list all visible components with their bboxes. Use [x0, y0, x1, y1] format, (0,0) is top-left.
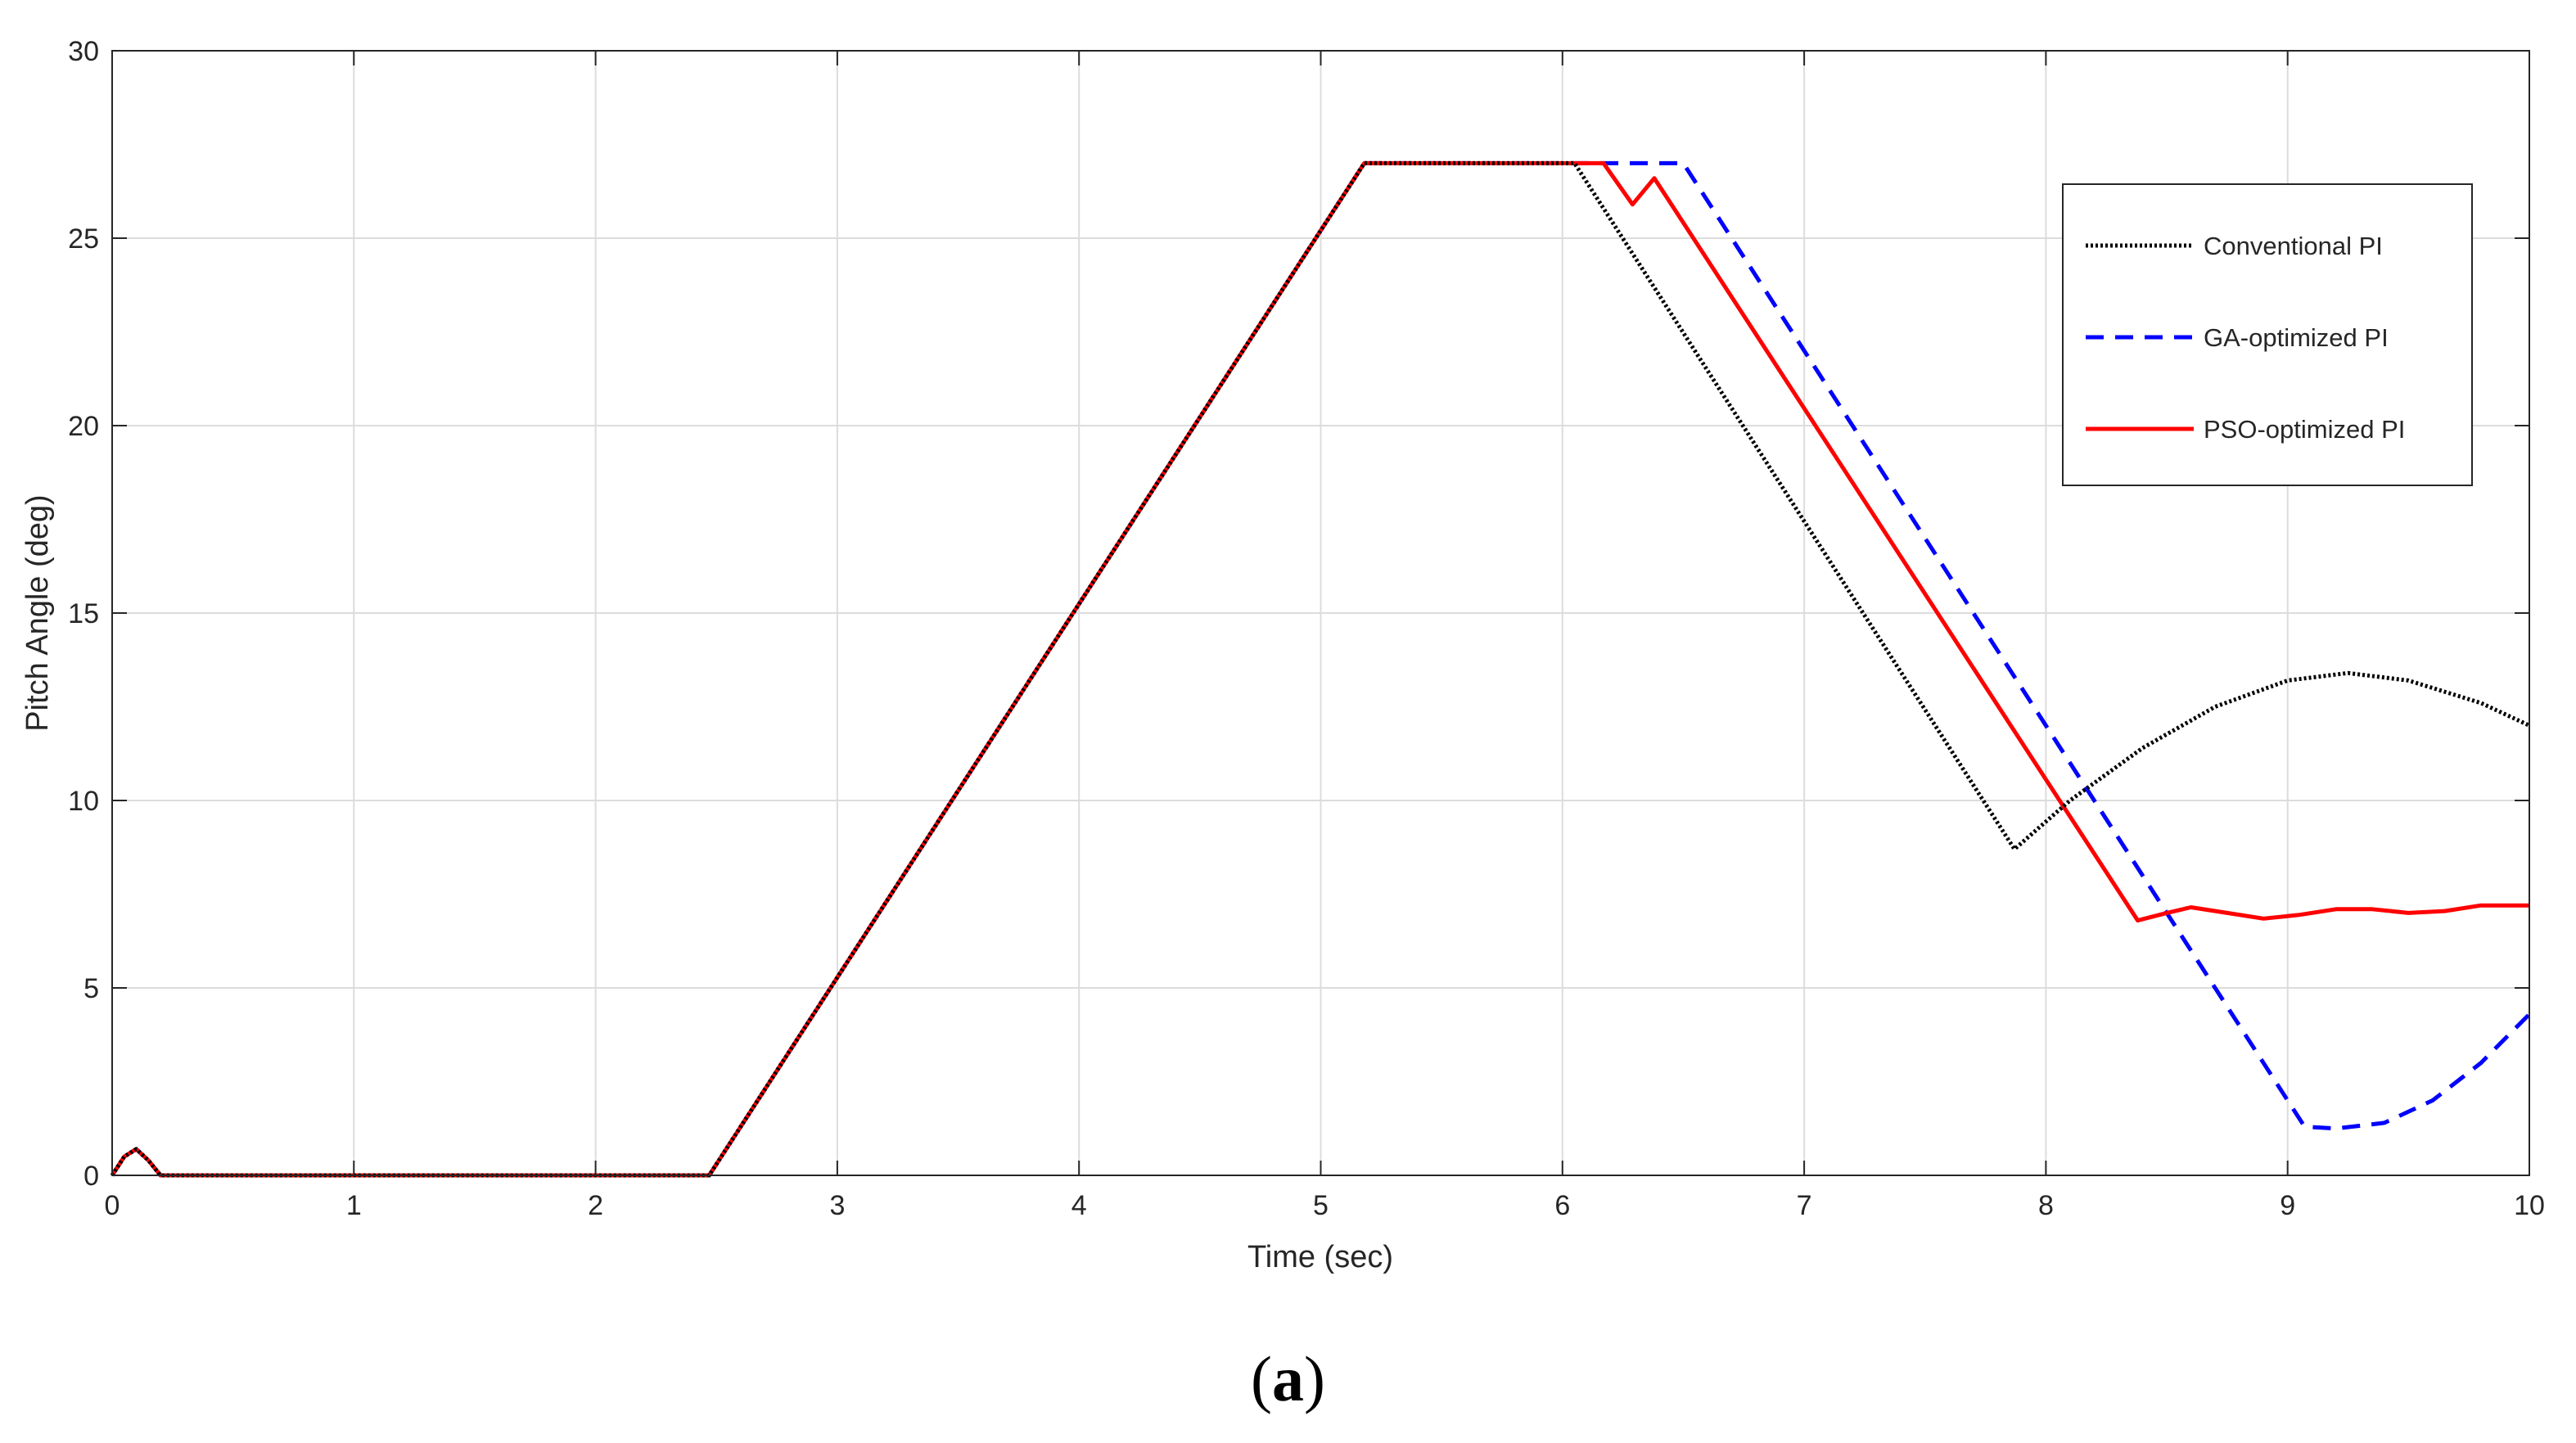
panel-label-close: ) [1304, 1343, 1325, 1414]
x-tick-label: 10 [2514, 1190, 2545, 1221]
x-tick-labels: 0 1 2 3 4 5 6 7 8 9 10 [105, 1190, 2545, 1221]
legend: Conventional PI GA-optimized PI PSO-opti… [2062, 183, 2473, 486]
series-line-pso [110, 160, 2529, 1178]
series-line-conventional [110, 160, 2531, 1178]
legend-box [2062, 183, 2473, 486]
x-tick-label: 2 [588, 1190, 603, 1221]
panel-label-letter: a [1272, 1343, 1304, 1414]
y-tick-label: 20 [68, 411, 99, 442]
x-tick-label: 3 [829, 1190, 845, 1221]
x-tick-label: 0 [105, 1190, 120, 1221]
y-tick-label: 15 [68, 598, 99, 629]
x-tick-label: 4 [1071, 1190, 1087, 1221]
y-tick-label: 5 [83, 973, 99, 1004]
y-tick-label: 30 [68, 36, 99, 67]
x-axis-label: Time (sec) [1247, 1240, 1393, 1274]
legend-label-conventional: Conventional PI [2204, 232, 2383, 260]
legend-label-ga: GA-optimized PI [2204, 323, 2389, 352]
x-tick-label: 5 [1313, 1190, 1329, 1221]
y-tick-label: 10 [68, 786, 99, 817]
y-tick-label: 25 [68, 223, 99, 255]
x-tick-label: 9 [2280, 1190, 2295, 1221]
x-tick-label: 6 [1554, 1190, 1570, 1221]
panel-label: (a) [0, 1342, 2576, 1416]
x-tick-label: 1 [346, 1190, 362, 1221]
y-tick-labels: 0 5 10 15 20 25 30 [68, 36, 99, 1192]
x-tick-label: 8 [2038, 1190, 2054, 1221]
y-tick-label: 0 [83, 1161, 99, 1192]
panel-label-open: ( [1251, 1343, 1272, 1414]
y-axis-label: Pitch Angle (deg) [20, 494, 55, 731]
x-tick-label: 7 [1797, 1190, 1812, 1221]
legend-label-pso: PSO-optimized PI [2204, 415, 2405, 444]
tick-marks [111, 50, 2530, 1176]
series-group [110, 160, 2531, 1178]
